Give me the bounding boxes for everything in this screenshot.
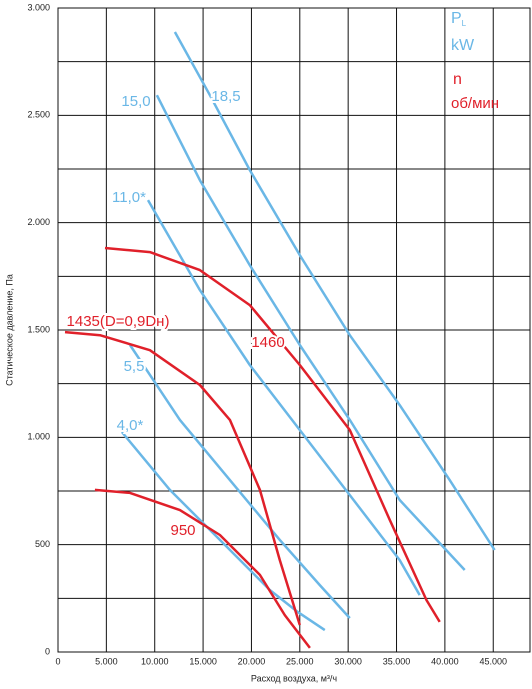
y-axis-label: Статическое давление, Па: [4, 274, 14, 386]
curve-label: 18,5: [211, 88, 240, 105]
legend-unit: об/мин: [451, 95, 499, 112]
curve: [104, 246, 441, 623]
y-tick-label: 1.500: [27, 324, 50, 334]
y-tick-label: 1.000: [27, 432, 50, 442]
curve: [146, 199, 421, 596]
y-tick-label: 3.000: [27, 2, 50, 12]
x-tick-label: 15.000: [189, 656, 217, 666]
x-tick-label: 40.000: [431, 656, 459, 666]
curve: [155, 94, 466, 571]
x-tick-label: 35.000: [383, 656, 411, 666]
curve: [173, 31, 496, 551]
x-tick-label: 30.000: [334, 656, 362, 666]
x-axis-label: Расход воздуха, м³/ч: [251, 673, 338, 683]
curve-label: 1460: [251, 334, 284, 351]
curve: [120, 431, 326, 632]
x-tick-label: 0: [55, 656, 60, 666]
curve-label: 15,0: [121, 93, 150, 110]
x-tick-label: 20.000: [238, 656, 266, 666]
x-tick-label: 10.000: [141, 656, 169, 666]
curve: [128, 344, 351, 619]
curve-label: 5,5: [124, 358, 145, 375]
x-tick-label: 25.000: [286, 656, 314, 666]
curve-label: 950: [170, 522, 195, 539]
x-tick-label: 5.000: [95, 656, 118, 666]
legend-symbol: PL: [451, 10, 467, 28]
curve-label: 4,0*: [117, 417, 144, 434]
legend-symbol: n: [453, 71, 462, 88]
y-tick-label: 2.500: [27, 110, 50, 120]
y-tick-label: 500: [35, 539, 50, 549]
y-tick-label: 0: [45, 646, 50, 656]
curve-label: 11,0*: [112, 189, 146, 206]
y-tick-label: 2.000: [27, 217, 50, 227]
curve: [64, 330, 301, 626]
x-tick-label: 45.000: [479, 656, 507, 666]
legend-unit: kW: [451, 37, 475, 54]
curve: [94, 488, 311, 649]
curve-label: 1435(D=0,9Dн): [67, 313, 170, 330]
